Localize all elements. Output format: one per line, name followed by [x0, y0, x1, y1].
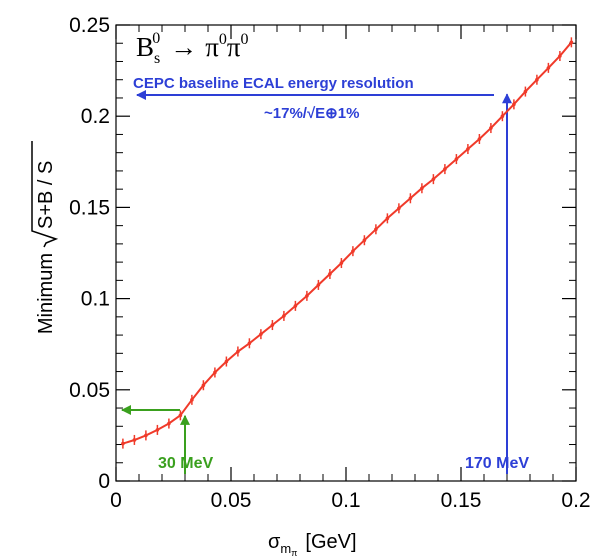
y-tick-label: 0.25 — [69, 14, 110, 37]
svg-text:Minimum: Minimum — [35, 253, 57, 334]
annotation-30mev: 30 MeV — [158, 455, 213, 472]
title-pi2: π — [227, 32, 241, 62]
title-b: B — [136, 32, 154, 62]
data-point — [397, 206, 401, 211]
title-sup: 0 — [152, 30, 160, 47]
data-point — [535, 77, 539, 82]
data-point — [190, 398, 194, 402]
y-axis-title-prefix: Minimum — [35, 253, 57, 334]
data-point — [477, 137, 482, 141]
data-point — [305, 294, 309, 298]
x-axis-title: σmπ [GeV] — [268, 531, 357, 557]
data-point — [121, 441, 125, 446]
data-point — [466, 147, 470, 151]
x-tick-label: 0.15 — [441, 489, 482, 512]
y-tick-label: 0.15 — [69, 196, 110, 219]
x-axis-title-sigma: σ — [268, 531, 281, 553]
y-tick-label: 0.2 — [81, 105, 110, 128]
data-point — [339, 261, 344, 265]
x-tick-label: 0.2 — [561, 489, 590, 512]
title-pi1: π — [205, 32, 219, 62]
y-tick-label: 0.1 — [81, 288, 110, 311]
title-arrow: → — [170, 32, 197, 62]
data-point — [408, 196, 413, 201]
chart-title: Bs0 → π0π0 — [136, 30, 249, 67]
series-group — [121, 37, 574, 449]
annotation-blue-text2: ~17%/√E⊕1% — [264, 105, 359, 122]
data-point — [178, 413, 183, 418]
axis-tick-labels: 0 0.05 0.1 0.15 0.2 0 0.05 0.1 0.15 0.2 0.25 — [69, 14, 590, 512]
annotation-170mev: 170 MeV — [465, 455, 529, 472]
data-point — [500, 114, 505, 118]
series-line — [122, 41, 573, 445]
title-pi2-sup: 0 — [241, 31, 249, 48]
x-tick-label: 0 — [110, 489, 122, 512]
data-point — [259, 332, 263, 336]
annotation-blue-text1: CEPC baseline ECAL energy resolution — [133, 75, 414, 92]
data-point — [328, 272, 332, 276]
title-sub: s — [154, 50, 160, 67]
data-point — [558, 54, 562, 58]
data-point — [282, 314, 286, 318]
data-point — [512, 102, 516, 107]
data-point — [236, 349, 240, 354]
y-axis-title: Minimum S+B / S — [31, 141, 59, 334]
data-point — [155, 428, 160, 432]
data-point — [546, 66, 551, 70]
x-tick-label: 0.1 — [331, 489, 360, 512]
data-point — [351, 249, 355, 253]
axis-ticks — [115, 24, 577, 482]
data-point — [454, 157, 459, 161]
data-point — [316, 283, 321, 287]
x-axis-title-sub: m — [280, 541, 291, 556]
x-tick-label: 0.05 — [211, 489, 252, 512]
data-point — [201, 383, 206, 388]
data-point — [374, 227, 378, 232]
x-axis-title-subsub: π — [291, 548, 297, 557]
data-point — [385, 216, 390, 221]
data-point — [431, 177, 436, 181]
data-point — [132, 438, 137, 442]
data-point — [362, 238, 367, 243]
data-point — [213, 370, 217, 375]
sqrt-sign — [31, 141, 59, 248]
y-tick-label: 0.05 — [69, 379, 110, 402]
data-point — [270, 323, 275, 327]
data-point — [569, 40, 574, 45]
data-point — [420, 186, 424, 191]
data-point — [293, 304, 298, 308]
data-point — [489, 126, 493, 130]
data-point — [167, 421, 171, 426]
y-axis-title-root: S+B / S — [35, 161, 57, 229]
data-point — [224, 359, 229, 364]
y-tick-label: 0 — [98, 470, 110, 493]
data-point — [523, 89, 528, 94]
data-point — [443, 167, 447, 171]
title-pi1-sup: 0 — [219, 31, 227, 48]
data-point — [144, 433, 148, 438]
svg-text:S+B / S: S+B / S — [35, 161, 57, 229]
data-point — [247, 341, 252, 346]
x-axis-title-unit: [GeV] — [305, 531, 356, 553]
